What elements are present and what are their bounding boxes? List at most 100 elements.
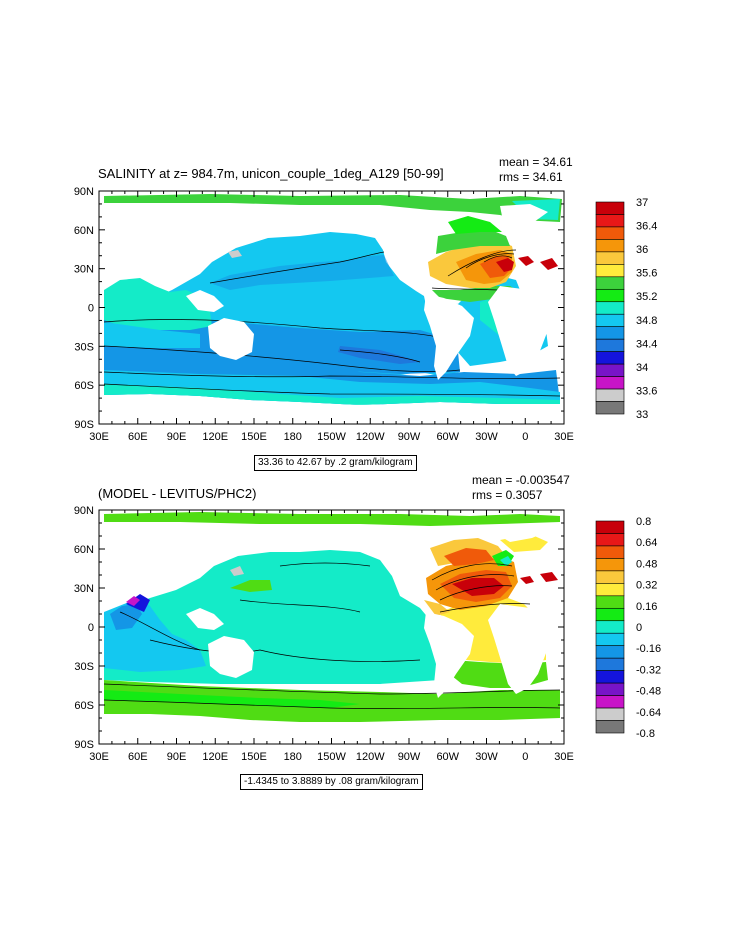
x-tick-label: 150W	[317, 431, 346, 443]
x-tick-label: 150E	[241, 751, 267, 763]
colorbar-swatch	[595, 401, 625, 415]
colorbar-swatch	[595, 682, 625, 696]
colorbar-label: 0.8	[636, 516, 651, 528]
x-tick-label: 90E	[167, 431, 187, 443]
x-tick-label: 180	[284, 431, 302, 443]
colorbar-swatch	[595, 239, 625, 253]
colorbar-swatch	[595, 376, 625, 390]
x-tick-label: 180	[284, 751, 302, 763]
x-tick-label: 0	[522, 751, 528, 763]
colorbar-swatch	[595, 670, 625, 684]
colorbar-swatch	[595, 620, 625, 634]
x-tick-label: 60E	[128, 431, 148, 443]
colorbar-swatch	[595, 264, 625, 278]
x-tick-label: 120W	[356, 431, 385, 443]
colorbar-swatch	[595, 520, 625, 534]
y-tick-label: 0	[88, 622, 94, 634]
colorbar-swatch	[595, 301, 625, 315]
x-tick-label: 150E	[241, 431, 267, 443]
panel1-rms: rms = 34.61	[499, 170, 563, 184]
colorbar-swatch	[595, 326, 625, 340]
colorbar-swatch	[595, 595, 625, 609]
x-tick-label: 60W	[436, 751, 459, 763]
colorbar-swatch	[595, 351, 625, 365]
panel1-map	[99, 191, 564, 424]
colorbar-swatch	[595, 313, 625, 328]
colorbar-swatch	[595, 583, 625, 597]
colorbar-label: -0.32	[636, 664, 661, 676]
colorbar-swatch	[595, 338, 625, 352]
colorbar-label: 0.48	[636, 558, 657, 570]
panel2-range-label: -1.4345 to 3.8889 by .08 gram/kilogram	[240, 774, 423, 790]
y-tick-label: 60N	[74, 225, 94, 237]
colorbar-label: 36.4	[636, 221, 657, 233]
colorbar-label: 36	[636, 244, 648, 256]
x-tick-label: 30W	[475, 751, 498, 763]
colorbar-label: 34.8	[636, 315, 657, 327]
y-tick-label: 30S	[74, 341, 94, 353]
x-tick-label: 30W	[475, 431, 498, 443]
x-tick-label: 120E	[202, 751, 228, 763]
colorbar-swatch	[595, 288, 625, 303]
colorbar-label: -0.16	[636, 643, 661, 655]
colorbar-label: 0.32	[636, 580, 657, 592]
colorbar-swatch	[595, 388, 625, 402]
y-tick-label: 90S	[74, 419, 94, 431]
y-tick-label: 0	[88, 303, 94, 315]
colorbar-label: -0.48	[636, 686, 661, 698]
x-tick-label: 90W	[398, 751, 421, 763]
colorbar-swatch	[595, 607, 625, 622]
colorbar-swatch	[595, 363, 625, 377]
panel2-map	[99, 510, 564, 744]
y-tick-label: 60S	[74, 700, 94, 712]
colorbar-swatch	[595, 558, 625, 572]
colorbar-label: 35.2	[636, 291, 657, 303]
x-tick-label: 0	[522, 431, 528, 443]
x-tick-label: 30E	[89, 431, 109, 443]
colorbar-swatch	[595, 695, 625, 709]
colorbar-swatch	[595, 545, 625, 559]
colorbar-swatch	[595, 251, 625, 265]
x-tick-label: 90E	[167, 751, 187, 763]
colorbar-label: 37	[636, 197, 648, 209]
colorbar-swatch	[595, 657, 625, 671]
colorbar-label: 34	[636, 362, 648, 374]
panel2-title: (MODEL - LEVITUS/PHC2)	[98, 486, 257, 501]
colorbar-label: 0.16	[636, 601, 657, 613]
colorbar-label: -0.8	[636, 728, 655, 740]
y-tick-label: 30N	[74, 583, 94, 595]
colorbar-label: 0	[636, 622, 642, 634]
y-tick-label: 30N	[74, 264, 94, 276]
y-tick-label: 90N	[74, 186, 94, 198]
panel2-rms: rms = 0.3057	[472, 488, 543, 502]
y-tick-label: 60S	[74, 380, 94, 392]
y-tick-label: 90N	[74, 505, 94, 517]
x-tick-label: 30E	[554, 431, 574, 443]
colorbar-label: 34.4	[636, 338, 657, 350]
x-tick-label: 60W	[436, 431, 459, 443]
colorbar-swatch	[595, 707, 625, 721]
y-tick-label: 60N	[74, 544, 94, 556]
y-tick-label: 30S	[74, 661, 94, 673]
x-tick-label: 150W	[317, 751, 346, 763]
panel1-title: SALINITY at z= 984.7m, unicon_couple_1de…	[98, 166, 444, 181]
panel1-range-label: 33.36 to 42.67 by .2 gram/kilogram	[254, 455, 417, 471]
colorbar-label: 33	[636, 409, 648, 421]
colorbar-label: -0.64	[636, 707, 661, 719]
x-tick-label: 120E	[202, 431, 228, 443]
colorbar-swatch	[595, 201, 625, 215]
colorbar-label: 0.64	[636, 537, 657, 549]
colorbar-swatch	[595, 720, 625, 734]
y-tick-label: 90S	[74, 739, 94, 751]
colorbar-swatch	[595, 226, 625, 240]
x-tick-label: 120W	[356, 751, 385, 763]
colorbar-swatch	[595, 645, 625, 659]
x-tick-label: 90W	[398, 431, 421, 443]
colorbar-label: 35.6	[636, 268, 657, 280]
colorbar-label: 33.6	[636, 385, 657, 397]
x-tick-label: 60E	[128, 751, 148, 763]
x-tick-label: 30E	[554, 751, 574, 763]
x-tick-label: 30E	[89, 751, 109, 763]
panel2-mean: mean = -0.003547	[472, 473, 570, 487]
colorbar-swatch	[595, 533, 625, 547]
